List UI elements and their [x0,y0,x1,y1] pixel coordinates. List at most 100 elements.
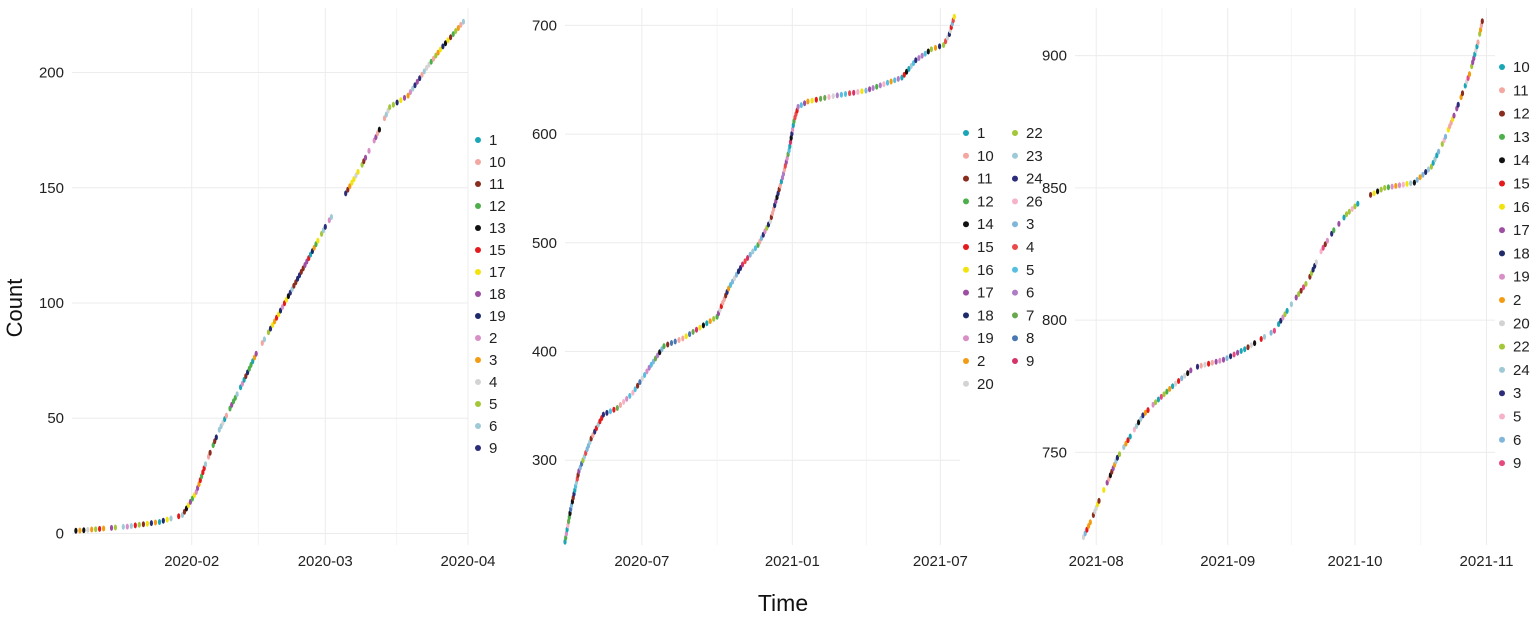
data-point [688,331,692,338]
data-point [408,89,412,96]
data-point [1297,291,1301,298]
legend-label: 18 [977,307,994,324]
data-point [638,379,642,386]
legend-key [1499,87,1505,94]
data-point [1139,415,1143,422]
legend-label: 5 [1513,409,1521,426]
legend-key [1499,180,1505,187]
data-point [942,42,946,48]
data-point [316,237,320,244]
data-point [1480,18,1484,25]
legend-key [963,312,969,319]
data-point [1177,378,1181,384]
legend-key [963,130,969,136]
data-point [1350,206,1354,212]
data-point [1421,171,1425,178]
data-point [443,40,448,47]
data-point [1189,367,1193,374]
data-point [367,147,371,154]
y-tick-label: 600 [532,126,557,143]
data-point [1165,388,1169,395]
y-tick-label: 750 [1042,444,1067,461]
legend-key [475,137,481,143]
data-point [905,68,909,75]
legend-key [1499,460,1505,467]
data-point [1239,348,1243,354]
data-point [446,37,450,44]
data-point [271,322,275,328]
data-point [738,265,743,271]
legend-label: 2 [1513,292,1521,309]
data-point [102,525,106,532]
data-point [1117,451,1122,458]
legend-label: 20 [1513,315,1530,332]
data-point [1347,208,1351,215]
legend-label: 2 [977,353,985,370]
data-point [74,527,78,534]
data-point [391,101,395,108]
legend-label: 19 [977,330,994,347]
data-point [1124,440,1128,447]
data-point [1330,230,1334,237]
legend-label: 14 [1513,152,1530,169]
data-point [666,341,670,348]
data-point [1253,340,1257,347]
data-point [827,94,831,100]
data-point [705,320,709,327]
data-point [94,526,98,533]
data-point [1342,214,1346,221]
data-point [698,324,702,331]
legend-label: 3 [489,352,497,369]
data-point [1319,248,1323,255]
legend-label: 10 [1513,59,1530,76]
y-tick-label: 0 [56,525,64,542]
data-point [436,49,440,56]
data-point [1415,176,1419,183]
data-point [1210,359,1214,366]
y-tick-label: 400 [532,344,557,361]
data-point [266,329,271,336]
data-point [893,77,897,84]
data-point [1321,244,1325,251]
data-point [907,65,911,72]
data-point [456,25,460,31]
data-point [835,92,839,99]
legend-label: 9 [489,440,497,457]
data-point [803,100,807,107]
data-point [920,52,924,59]
legend-label: 16 [977,262,994,279]
legend-key [1499,157,1505,164]
legend-key [1499,110,1505,117]
data-point [1168,385,1172,392]
data-point [1151,401,1155,408]
data-point [1272,327,1276,334]
data-point [273,318,277,325]
legend-label: 24 [1026,171,1043,188]
data-point [708,318,712,325]
data-point [938,43,942,50]
data-point [1372,190,1376,197]
data-point [625,395,629,402]
data-point [677,337,681,343]
data-point [669,340,674,346]
data-point [839,91,844,98]
data-point [346,186,350,193]
data-point [1088,519,1092,526]
legend-label: 26 [1026,193,1043,210]
data-point [1186,370,1190,377]
data-point [694,326,699,333]
shared-x-axis-title: Time [758,590,808,616]
data-point [1418,174,1422,181]
data-point [402,94,407,101]
data-point [740,261,745,268]
data-point [82,527,86,534]
data-point [161,517,165,524]
data-point [438,46,442,53]
data-point [1269,329,1273,336]
data-point [1171,383,1175,390]
data-point [848,90,852,97]
data-point [628,392,632,399]
data-point [461,18,465,25]
legend-key [963,358,969,364]
x-tick-label: 2020-03 [298,553,353,570]
